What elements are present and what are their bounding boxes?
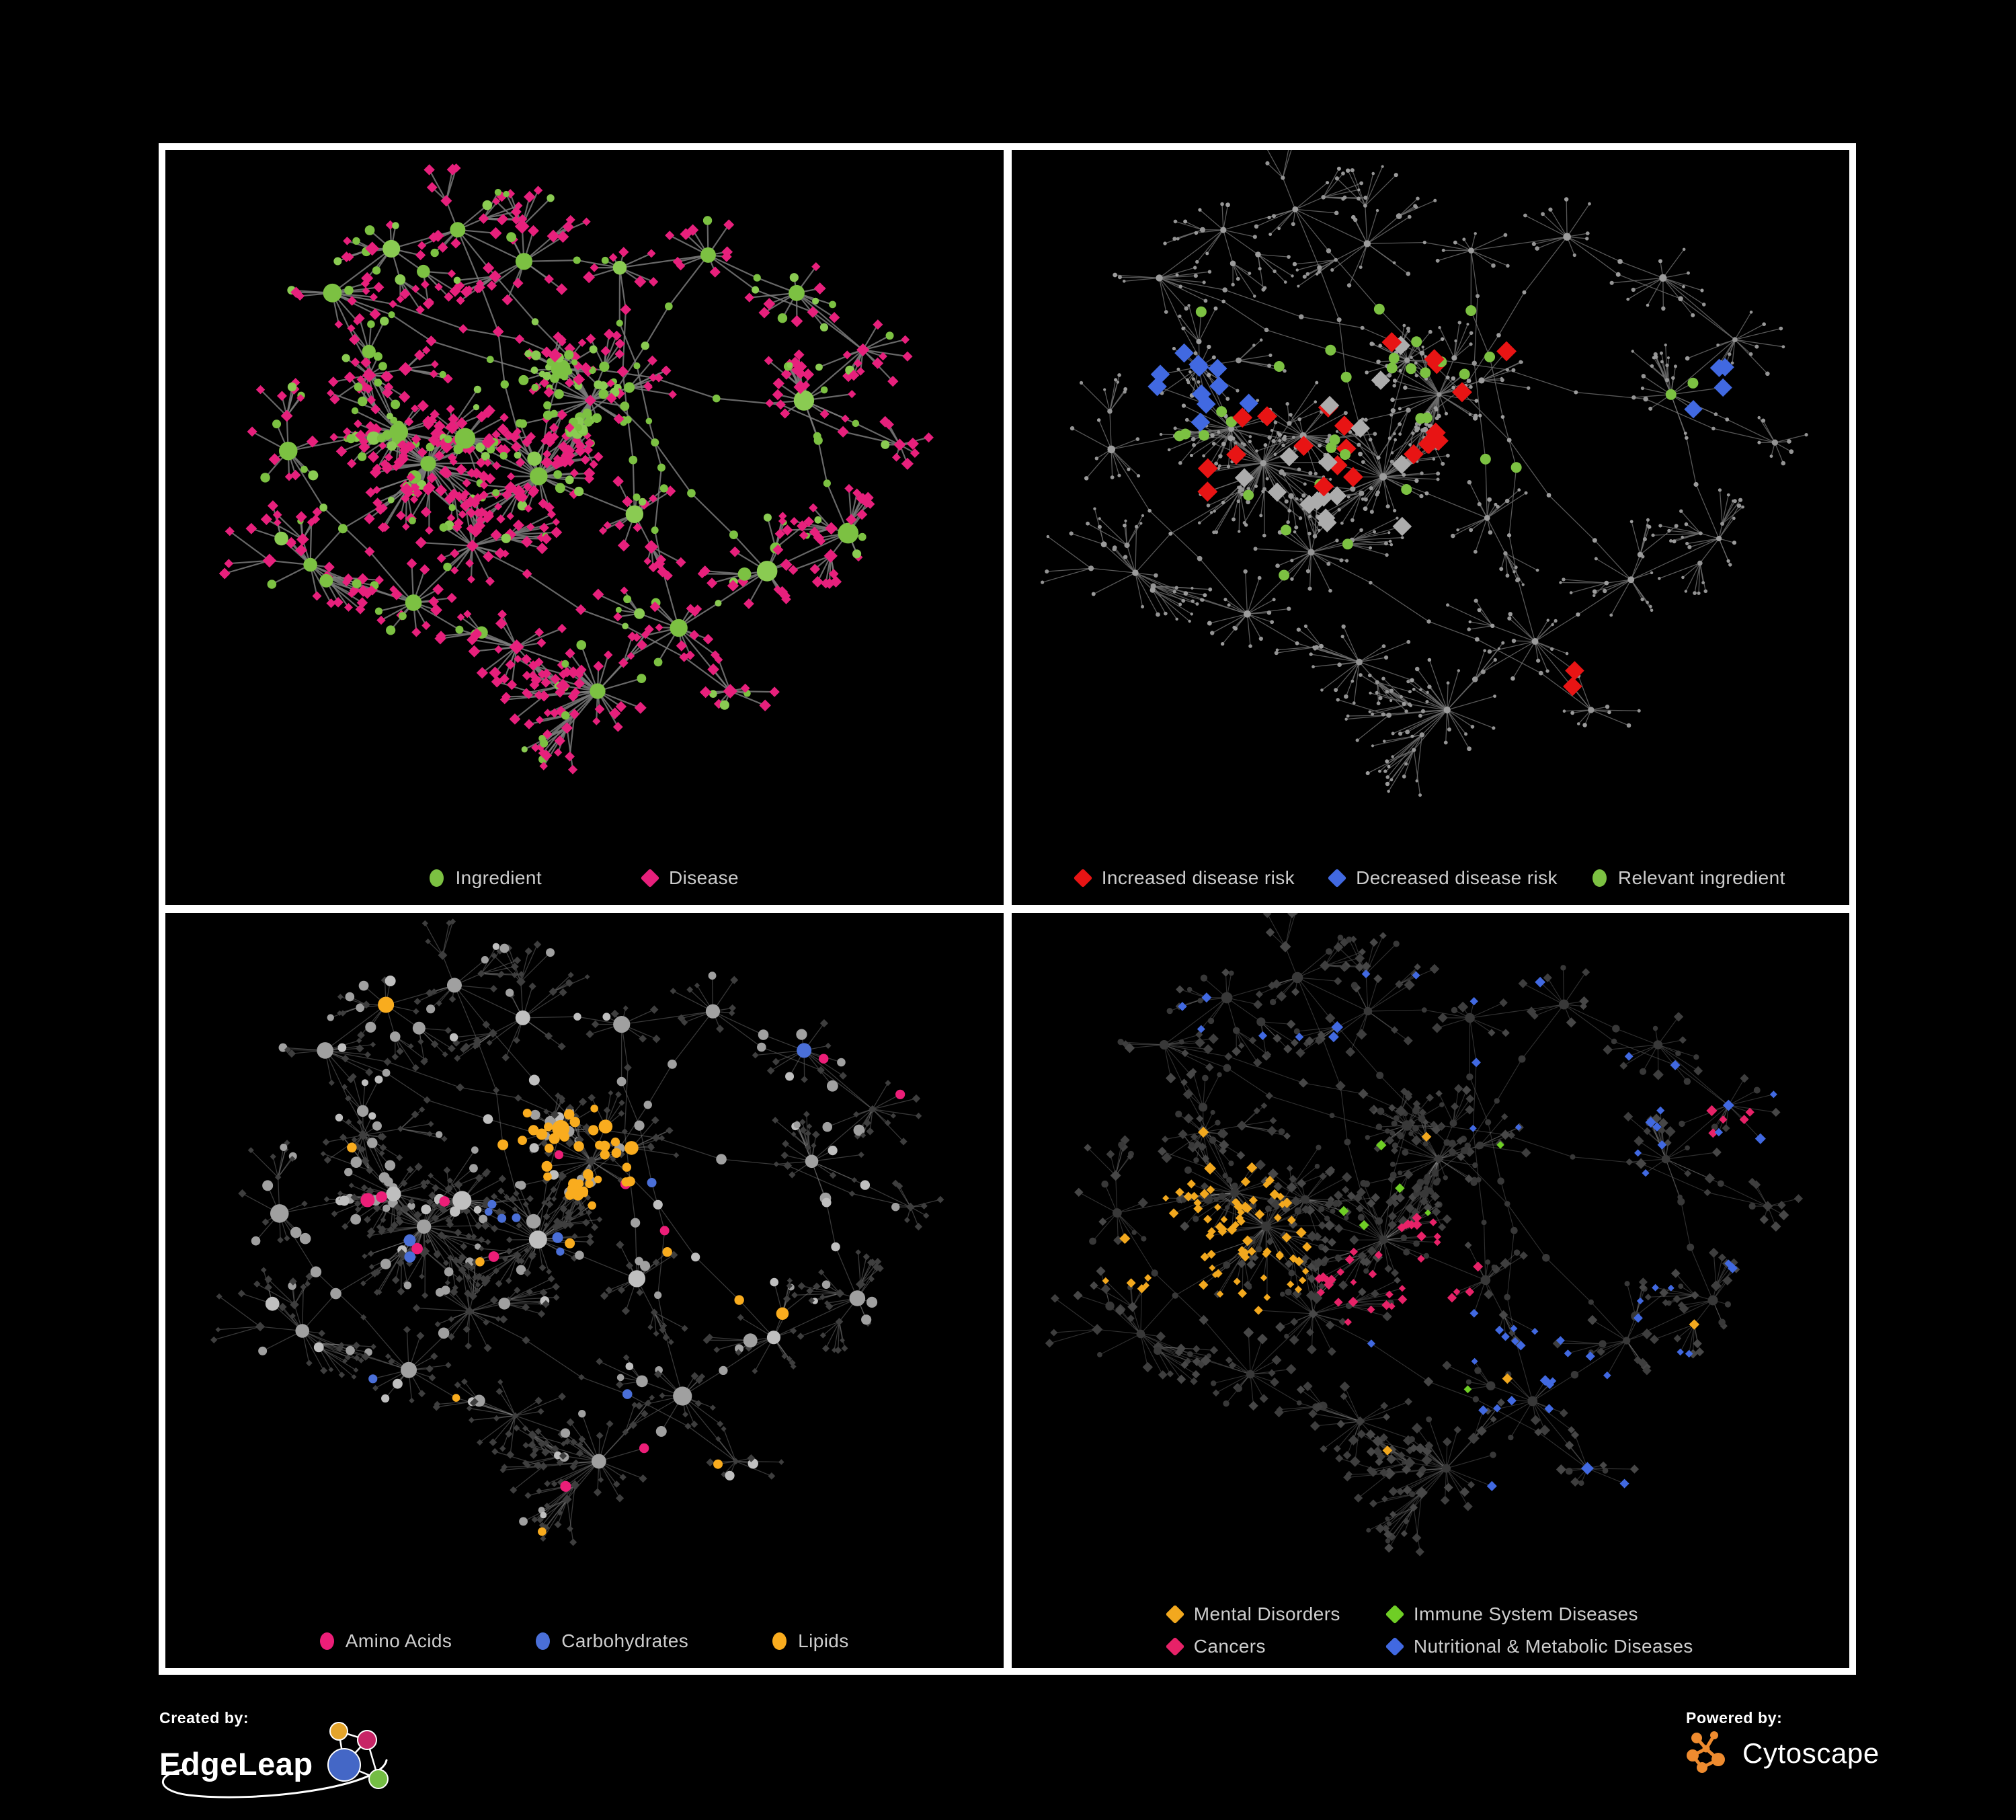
legend-label: Relevant ingredient (1617, 867, 1785, 888)
mental-disorders-legend-marker (1165, 1604, 1185, 1624)
disease-risk-legend: Increased disease risk Decreased disease… (1012, 867, 1850, 889)
disease-class-network-graph (1045, 913, 1803, 1556)
nutritional-metabolic-diseases-legend-marker (1385, 1636, 1405, 1657)
disease-legend-marker (640, 868, 660, 888)
cancers-legend-marker (1165, 1636, 1185, 1657)
powered-by-label: Powered by: (1686, 1709, 1783, 1727)
legend-item-amino-acids: Amino Acids (319, 1630, 452, 1652)
nutrient-class-network-graph (210, 918, 944, 1546)
decreased-risk-legend-marker (1327, 868, 1347, 888)
legend-item-disease: Disease (640, 867, 739, 889)
legend-item-mental-disorders: Mental Disorders (1165, 1604, 1340, 1625)
legend-item-nutritional-metabolic-diseases: Nutritional & Metabolic Diseases (1385, 1636, 1693, 1657)
cytoscape-wordmark: Cytoscape (1742, 1737, 1880, 1769)
disease-risk-network-graph (1040, 150, 1808, 797)
lipids-legend-marker (772, 1632, 787, 1650)
panel-nutrient-class-network: Amino Acids Carbohydrates Lipids (165, 913, 1004, 1668)
panel-disease-risk-network: Increased disease risk Decreased disease… (1011, 150, 1850, 905)
legend-label: Increased disease risk (1101, 867, 1295, 888)
legend-label: Ingredient (455, 867, 542, 888)
legend-item-immune-system-diseases: Immune System Diseases (1385, 1604, 1693, 1625)
nutrient-class-legend: Amino Acids Carbohydrates Lipids (165, 1630, 1004, 1652)
legend-label: Decreased disease risk (1356, 867, 1558, 888)
cytoscape-logo-icon (1687, 1731, 1725, 1773)
disease-class-legend: Mental Disorders Immune System Diseases … (1012, 1604, 1850, 1657)
increased-risk-legend-marker (1073, 868, 1093, 888)
legend-label: Amino Acids (345, 1630, 452, 1651)
immune-system-diseases-legend-marker (1385, 1604, 1405, 1624)
legend-item-carbohydrates: Carbohydrates (536, 1630, 688, 1652)
ingredient-disease-legend: Ingredient Disease (165, 867, 1004, 889)
edgeleap-wordmark: EdgeLeap (159, 1745, 313, 1782)
legend-label: Immune System Diseases (1413, 1604, 1638, 1624)
legend-label: Mental Disorders (1193, 1604, 1340, 1624)
network-panels-board: Ingredient Disease Increased disease ris… (159, 143, 1856, 1675)
carbohydrates-legend-marker (536, 1632, 551, 1650)
relevant-ingredient-legend-marker (1592, 869, 1607, 887)
edgeleap-logo-icon (327, 1722, 389, 1789)
legend-label: Nutritional & Metabolic Diseases (1413, 1636, 1693, 1657)
powered-by-credit: Powered by: Cytoscape (1686, 1709, 1901, 1778)
ingredient-legend-marker (430, 869, 444, 887)
legend-item-ingredient: Ingredient (430, 867, 542, 889)
created-by-credit: Created by: EdgeLeap (159, 1709, 415, 1817)
legend-item-relevant-ingredient: Relevant ingredient (1592, 867, 1785, 889)
legend-item-decreased-risk: Decreased disease risk (1327, 867, 1558, 889)
legend-item-cancers: Cancers (1165, 1636, 1340, 1657)
ingredient-disease-network-graph (218, 163, 934, 775)
amino-acids-legend-marker (319, 1632, 334, 1650)
legend-item-increased-risk: Increased disease risk (1073, 867, 1295, 889)
legend-label: Lipids (798, 1630, 849, 1651)
legend-item-lipids: Lipids (772, 1630, 849, 1652)
legend-label: Carbohydrates (561, 1630, 689, 1651)
created-by-label: Created by: (159, 1709, 249, 1727)
legend-label: Disease (669, 867, 739, 888)
panel-disease-class-network: Mental Disorders Immune System Diseases … (1011, 913, 1850, 1668)
legend-label: Cancers (1193, 1636, 1266, 1657)
panel-ingredient-disease-network: Ingredient Disease (165, 150, 1004, 905)
